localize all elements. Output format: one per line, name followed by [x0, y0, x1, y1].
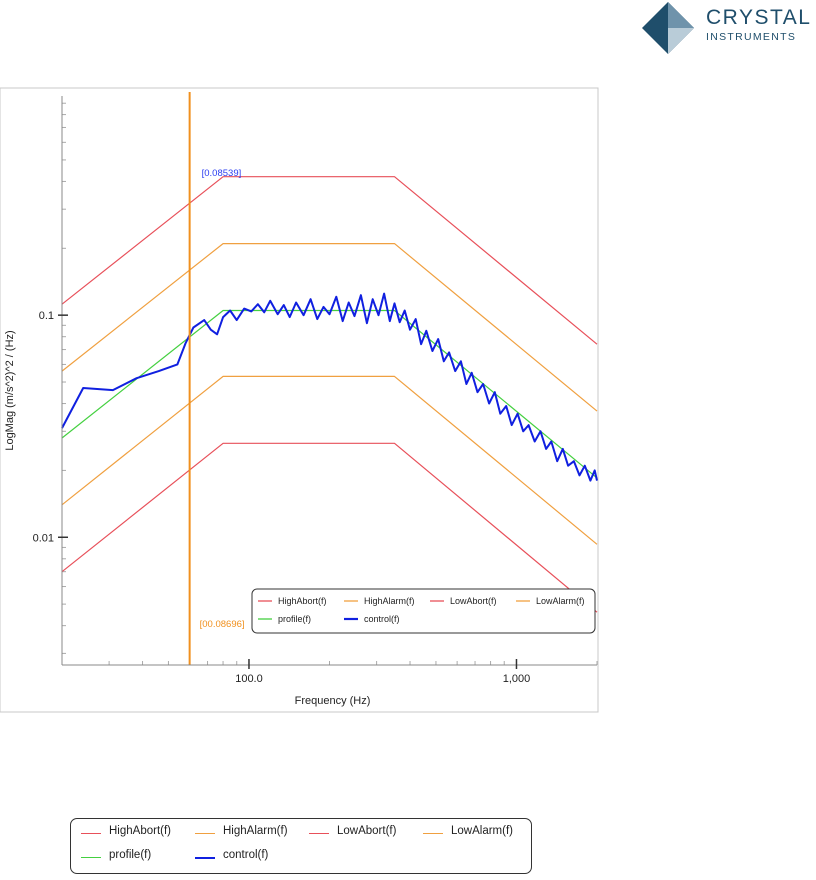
- chart-legend: HighAbort(f) HighAlarm(f) LowAbort(f) LowAl…: [251, 588, 596, 634]
- legend2-label: LowAlarm(f): [451, 825, 513, 837]
- series-lowabortf: [61, 442, 598, 613]
- legend2-swatch: [195, 857, 215, 859]
- legend2-swatch: [81, 833, 101, 834]
- logo-word-crystal: CRYSTAL: [706, 6, 812, 29]
- legend2-swatch: [195, 833, 215, 834]
- legend-label: LowAbort(f): [450, 596, 497, 606]
- legend2-label: HighAlarm(f): [223, 825, 288, 837]
- legend2-label: profile(f): [109, 849, 152, 861]
- cursor-value-bottom: [00.08696]: [200, 619, 245, 630]
- logo-word-instruments: INSTRUMENTS: [706, 31, 797, 43]
- x-tick-label: 100.0: [235, 673, 263, 685]
- minor-ticks: [61, 102, 598, 665]
- y-tick-label: 0.01: [33, 532, 54, 544]
- company-logo: CRYSTAL INSTRUMENTS: [638, 0, 816, 56]
- legend-label: control(f): [364, 614, 400, 624]
- legend2-swatch: [309, 833, 329, 834]
- standalone-legend: HighAbort(f) HighAlarm(f) LowAbort(f) LowAl…: [70, 818, 532, 874]
- series-controlf: [61, 292, 598, 482]
- legend-label: LowAlarm(f): [536, 596, 585, 606]
- legend2-swatch: [81, 857, 101, 858]
- axes-layer: 0.1 0.01 100.0 1,000 Frequency (Hz) LogMag (m…: [4, 96, 597, 707]
- legend-label: HighAbort(f): [278, 596, 327, 606]
- x-tick-label: 1,000: [503, 673, 531, 685]
- series-highabortf: [61, 176, 598, 345]
- y-tick-label: 0.1: [39, 310, 54, 322]
- legend2-label: control(f): [223, 849, 269, 861]
- legend2-label: LowAbort(f): [337, 825, 397, 837]
- x-axis-title: Frequency (Hz): [295, 695, 371, 707]
- logo-diamond-icon: [642, 2, 694, 54]
- y-axis-title: LogMag (m/s^2)^2 / (Hz): [4, 330, 16, 450]
- psd-chart: [0.08539] [00.08696] 0.1 0.01 100.0 1,000 Fre…: [0, 87, 599, 713]
- legend2-label: HighAbort(f): [109, 825, 171, 837]
- series-highalarmf: [61, 243, 598, 412]
- cursor-layer: [0.08539] [00.08696]: [188, 92, 245, 665]
- series-layer: [61, 176, 598, 613]
- legend-label: profile(f): [278, 614, 311, 624]
- legend2-swatch: [423, 833, 443, 834]
- legend-label: HighAlarm(f): [364, 596, 415, 606]
- legend-box: [251, 588, 596, 634]
- cursor-value-top: [0.08539]: [202, 168, 242, 179]
- series-lowalarmf: [61, 375, 598, 545]
